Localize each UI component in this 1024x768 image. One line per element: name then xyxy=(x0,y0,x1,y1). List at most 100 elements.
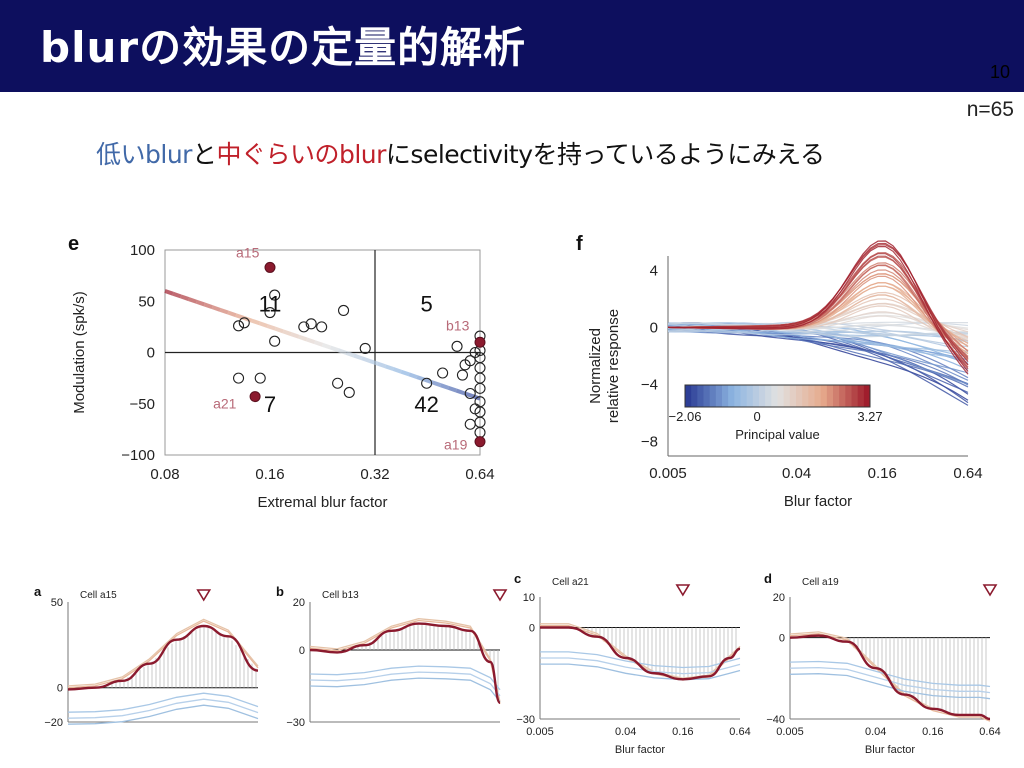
panel-f-x-tick: 0.005 xyxy=(649,465,687,482)
panel-d-y-tick: −40 xyxy=(766,714,785,726)
panel-e-x-tick: 0.16 xyxy=(255,466,284,483)
panel-c-x-tick: 0.005 xyxy=(526,726,554,738)
panel-e-data-point xyxy=(269,335,281,347)
panel-f-y-label: Normalizedrelative response xyxy=(587,309,622,423)
panel-e-trend-segment xyxy=(408,372,418,379)
panel-e-trend-segment xyxy=(211,305,221,312)
panel-b-fit-curve xyxy=(309,622,502,704)
panel-f-curve xyxy=(667,323,969,338)
panel-e-x-tick: 0.08 xyxy=(150,466,179,483)
panel-e-trend-segment xyxy=(164,289,174,296)
panel-b-cell-tuning: b Cell b13 20 0 −30 xyxy=(276,584,508,729)
panel-e-trend-segment xyxy=(282,329,292,336)
panel-c-x-tick: 0.64 xyxy=(729,726,750,738)
panel-d-x-tick: 0.16 xyxy=(922,726,943,738)
panel-c-y-tick: 10 xyxy=(523,592,535,604)
panel-c-cell-tuning: c Cell a21 10 0 −300.005 0.04 0.16 0.64 Blur fac… xyxy=(514,571,751,756)
panel-a-y-tick: 0 xyxy=(57,683,63,695)
panel-e-trend-segment xyxy=(313,340,324,347)
panel-b-y-tick: 0 xyxy=(299,645,305,657)
title-bar: blurの効果の定量的解析 xyxy=(0,0,1024,92)
panel-e-trend-segment xyxy=(227,310,237,318)
panel-f-colorbar-segment xyxy=(752,385,760,407)
panel-d-trace xyxy=(789,666,991,694)
panel-e-trend-segment xyxy=(376,361,387,369)
panel-e-trend-segment xyxy=(369,359,379,366)
panel-e-x-tick: 0.64 xyxy=(465,466,494,483)
panel-e-trend-segment xyxy=(337,348,347,355)
panel-d-trace xyxy=(789,660,991,688)
panel-f-curve xyxy=(667,322,969,333)
panel-f-curve xyxy=(667,329,969,385)
panel-c-letter: c xyxy=(514,571,521,586)
sample-size-label: n=65 xyxy=(966,98,1014,121)
panel-e-y-tick: 100 xyxy=(130,242,155,259)
panel-c-y-tick: −30 xyxy=(516,714,535,726)
panel-c-x-tick: 0.04 xyxy=(615,726,636,738)
panel-e-trend-segment xyxy=(432,380,442,388)
panel-e-trend-segment xyxy=(455,388,465,396)
panel-b-y-tick: −30 xyxy=(286,717,305,729)
panel-e-trend-segment xyxy=(471,394,481,401)
panel-e-highlight-label: a21 xyxy=(213,396,237,412)
panel-e-highlight-label: b13 xyxy=(446,317,470,333)
panel-d-cell-tuning: d Cell a19 20 0 −400.005 0.04 0.16 0.64 Blur fac… xyxy=(764,571,1001,756)
panel-e-trend-segment xyxy=(172,291,182,299)
slide-subtitle: 低いblurと中ぐらいのblurにselectivityを持っているようにみえる xyxy=(96,135,825,171)
panel-e-trend-segment xyxy=(219,307,229,315)
panel-d-fit-curve xyxy=(789,634,991,721)
panel-d-x-label: Blur factor xyxy=(865,744,915,756)
subtitle-rest: にselectivityを持っているようにみえる xyxy=(385,140,825,169)
slide-title: blurの効果の定量的解析 xyxy=(40,23,527,72)
panel-e-highlight-point xyxy=(249,391,261,403)
panel-f-y-tick: 4 xyxy=(650,262,658,279)
panel-e-data-point xyxy=(232,372,245,384)
panel-e-x-tick: 0.32 xyxy=(360,466,389,483)
panel-e-data-point xyxy=(343,386,355,399)
panel-e-trend-segment xyxy=(266,324,276,331)
panel-e-trend-segment xyxy=(400,369,410,377)
subtitle-low-blur: 低いblur xyxy=(96,140,192,169)
panel-e-y-tick: 0 xyxy=(147,345,155,362)
panel-e-data-point xyxy=(469,403,481,415)
subtitle-mid-blur: 中ぐらいのblur xyxy=(216,140,386,169)
panel-f-colorbar-segment xyxy=(789,385,797,407)
panel-f-colorbar-tick: 3.27 xyxy=(857,409,882,424)
panel-e-trend-segment xyxy=(298,334,308,342)
panel-c-x-tick: 0.16 xyxy=(672,726,693,738)
panel-f-y-tick: −4 xyxy=(641,377,658,394)
panel-e-data-point xyxy=(232,320,245,332)
panel-b-trace xyxy=(309,619,501,704)
panel-b-cell-label: Cell b13 xyxy=(322,590,359,601)
panel-a-trace xyxy=(67,620,259,689)
panel-e-data-point xyxy=(464,418,476,430)
panel-f-plot-area: −2.06 0 3.27 Principal value 0.005 0.04 0.16 0.… xyxy=(587,240,983,510)
panel-f-y-tick: 0 xyxy=(650,319,658,336)
panel-c-cell-label: Cell a21 xyxy=(552,577,589,588)
panel-e-trend-segment xyxy=(274,326,284,334)
panel-f-colorbar-segment xyxy=(691,385,698,407)
panel-f-colorbar-segment xyxy=(728,385,735,407)
panel-a-y-tick: 50 xyxy=(51,597,63,609)
panel-e-highlight-point xyxy=(474,336,486,348)
panel-e-data-point xyxy=(451,340,463,352)
panel-e-data-point xyxy=(298,321,310,333)
panel-f-colorbar-segment xyxy=(820,385,828,407)
panel-e-highlight-point xyxy=(264,261,276,273)
panel-d-letter: d xyxy=(764,571,772,586)
panel-f-colorbar-segment xyxy=(777,385,785,407)
panel-a-cell-label: Cell a15 xyxy=(80,590,117,601)
panel-f-curve xyxy=(667,240,969,372)
panel-e-trend-segment xyxy=(290,332,300,339)
panel-f-letter: f xyxy=(576,233,583,255)
panel-d-y-tick: 0 xyxy=(779,633,785,645)
panel-f-colorbar-segment xyxy=(833,385,840,407)
panel-f-colorbar-segment xyxy=(826,385,834,407)
panel-e-trend-segment xyxy=(203,302,213,310)
panel-e-highlight-point xyxy=(474,436,486,448)
panel-e-data-point xyxy=(464,355,476,367)
panel-e-data-point xyxy=(337,304,350,317)
panel-e-data-point xyxy=(264,306,276,319)
panel-c-fit-curve xyxy=(539,626,741,681)
panel-e-trend-segment xyxy=(306,337,316,345)
